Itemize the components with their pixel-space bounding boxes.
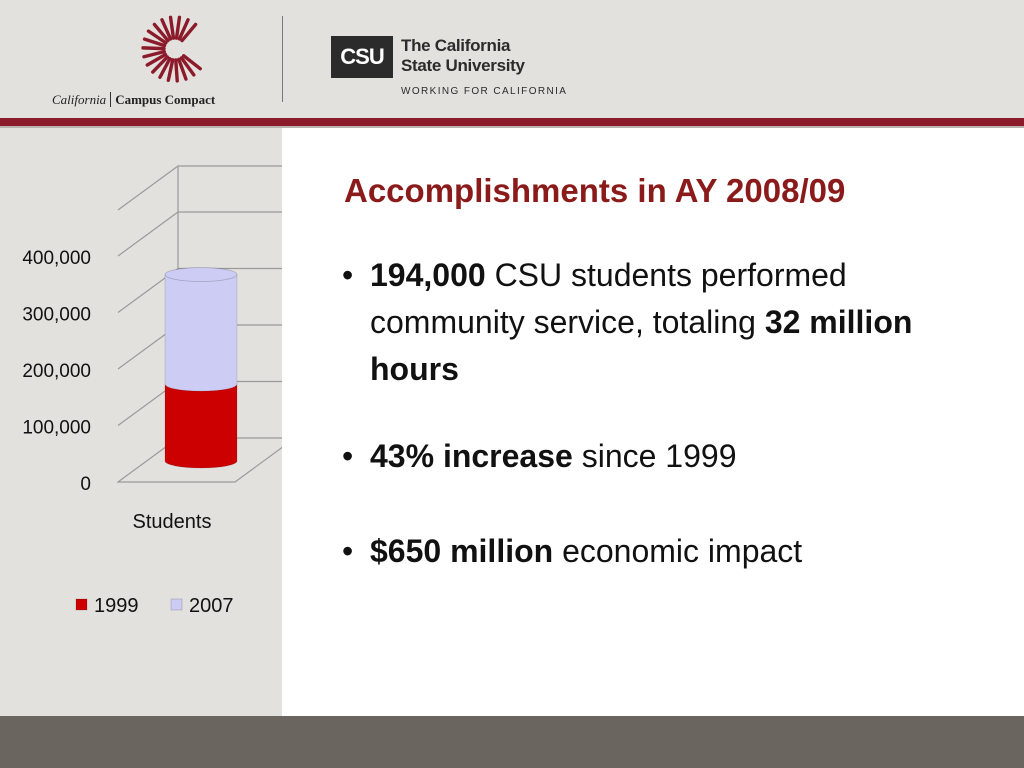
logo-divider [282,16,283,102]
logo-separator [110,92,112,107]
campus-compact-state: California [52,92,107,107]
footer-band [0,716,1024,768]
chart-y-ticks: 400,000 300,000 200,000 100,000 0 [22,248,91,495]
students-chart: 400,000 300,000 200,000 100,000 0 Students 1… [22,165,282,617]
bullet-students-count: 194,000 [370,257,486,293]
bullet-impact: • $650 million economic impact [342,533,803,569]
svg-text:2007: 2007 [189,595,234,617]
bullet-increase: • 43% increase since 1999 [342,438,737,474]
chart-bars [164,267,238,469]
chart-legend: 1999 2007 [75,595,234,617]
csu-name-line1: The California [401,36,511,55]
bullet-impact-value: $650 million [370,533,554,569]
bullet-increase-value: 43% increase [370,438,573,474]
chart-floor [116,437,282,483]
campus-compact-org: Campus Compact [115,92,216,107]
header-rule [0,118,1024,126]
bullet-increase-text: since 1999 [572,438,737,474]
bullet-list: • 194,000 CSU students performed communit… [342,252,1002,575]
chart-bar-2007 [164,267,238,392]
bullet-students-text: CSU students performed community service… [370,257,847,340]
chart-y-tick-label: 200,000 [22,361,91,382]
csu-logo-name: The California State University [401,36,525,76]
bullet-students-hours: 32 million hours [370,304,913,387]
campus-compact-sunburst-icon [141,15,202,83]
chart-legend-item-2007: 2007 [170,595,234,617]
chart-y-tick-label: 100,000 [22,418,91,439]
chart-category-label: Students [133,511,212,533]
slide-title: Accomplishments in AY 2008/09 [344,172,846,209]
svg-text:1999: 1999 [94,595,139,617]
csu-name-line2: State University [401,56,525,75]
chart-gridline [117,165,282,211]
bullet-impact-text: economic impact [553,533,803,569]
chart-y-tick-label: 0 [80,474,91,495]
campus-compact-logo-text: California Campus Compact [52,92,215,108]
csu-logo-box: CSU [331,36,393,78]
header-rule-shadow [0,126,1024,128]
chart-legend-item-1999: 1999 [75,595,139,617]
chart-gridline [117,211,282,257]
csu-tagline: WORKING FOR CALIFORNIA [401,86,568,97]
chart-y-tick-label: 300,000 [22,305,91,326]
chart-bar-1999 [164,383,238,469]
chart-y-tick-label: 400,000 [22,248,91,269]
bullet-students: • 194,000 CSU students performed communit… [342,257,913,387]
